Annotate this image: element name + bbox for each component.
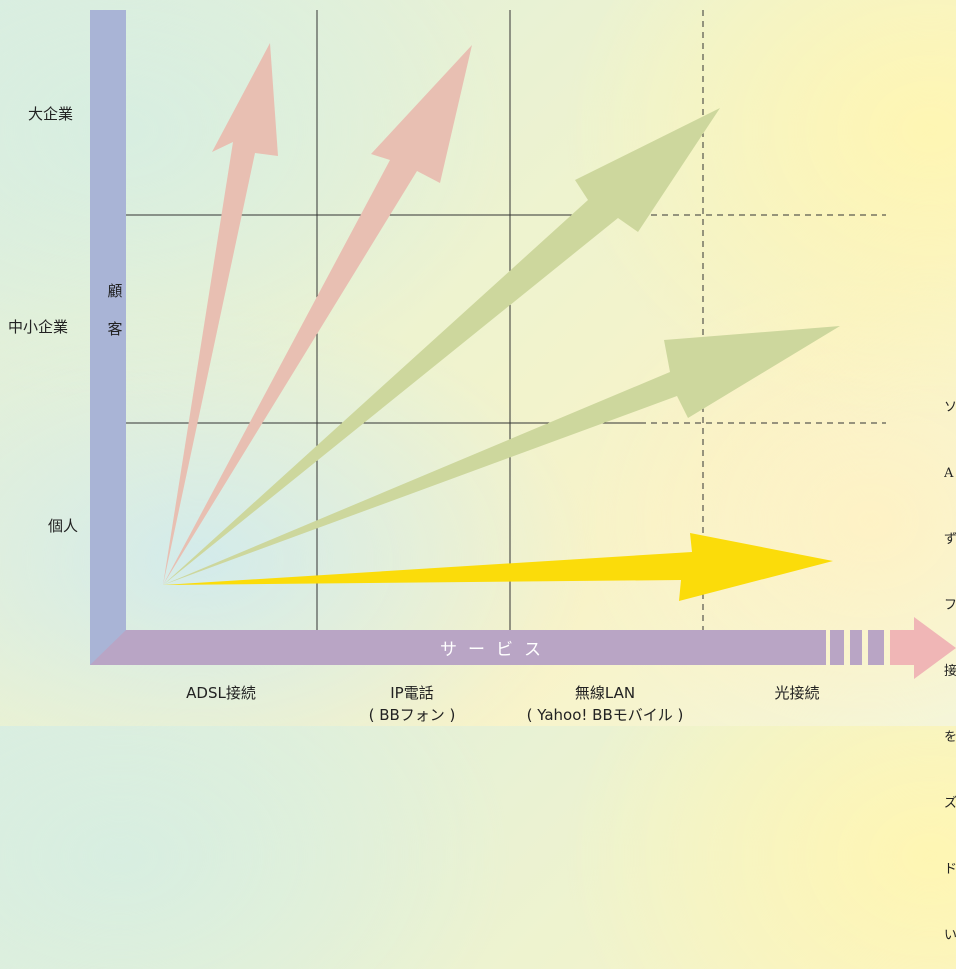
vertical-axis-title-char: 客 (107, 320, 123, 338)
vertical-axis-bar (90, 10, 126, 665)
horizontal-axis-extension-arrow (890, 617, 956, 679)
side-note-char: ズ (944, 796, 956, 811)
arrow-ip-phone-to-large (163, 45, 472, 585)
service-sub: ( Yahoo! BBモバイル ) (526, 706, 684, 724)
arrow-adsl-to-large (163, 43, 278, 585)
service-name: 無線LAN (574, 684, 636, 702)
vertical-axis-title: 顧 客 (107, 272, 123, 348)
service-label-adsl: ADSL接続 (186, 682, 256, 704)
side-note-char: 接 (944, 664, 956, 679)
side-note-char: い (944, 928, 956, 943)
grid-lines (126, 10, 640, 630)
side-note-char: フ (944, 598, 956, 613)
level-label-smb: 中小企業 (8, 318, 69, 336)
horizontal-axis-segment (868, 630, 884, 665)
level-label-large-enterprise: 大企業 (28, 105, 74, 123)
service-name: ADSL接続 (186, 684, 256, 702)
horizontal-axis-bar (90, 630, 826, 665)
service-label-wireless-lan: 無線LAN ( Yahoo! BBモバイル ) (527, 682, 684, 726)
horizontal-axis (90, 617, 956, 679)
side-note-text: ソ A ず フ 接 を ズ ド い (944, 353, 956, 969)
service-sub: ( BBフォン ) (368, 706, 456, 724)
horizontal-axis-segment (830, 630, 844, 665)
side-note-char: ド (944, 862, 956, 877)
arrow-wireless-to-mid (163, 326, 840, 585)
vertical-axis-title-char: 顧 (107, 282, 123, 300)
side-note-char: ず (944, 532, 956, 547)
service-name: 光接続 (774, 684, 820, 702)
side-note-char: ソ (944, 400, 956, 415)
service-label-fiber: 光接続 (774, 682, 819, 704)
service-name: IP電話 (390, 684, 434, 702)
horizontal-axis-segment (850, 630, 862, 665)
growth-arrows (163, 43, 840, 601)
arrow-wireless-to-large (163, 108, 720, 585)
horizontal-axis-title: サービス (440, 640, 552, 660)
level-label-individual: 個人 (48, 517, 79, 535)
arrow-individual-services (163, 533, 833, 601)
service-label-ip-phone: IP電話 ( BBフォン ) (369, 682, 456, 726)
expansion-diagram (90, 10, 956, 679)
side-note-char: を (944, 730, 956, 745)
side-note-char: A (944, 466, 954, 481)
dashed-grid-lines (640, 10, 886, 630)
